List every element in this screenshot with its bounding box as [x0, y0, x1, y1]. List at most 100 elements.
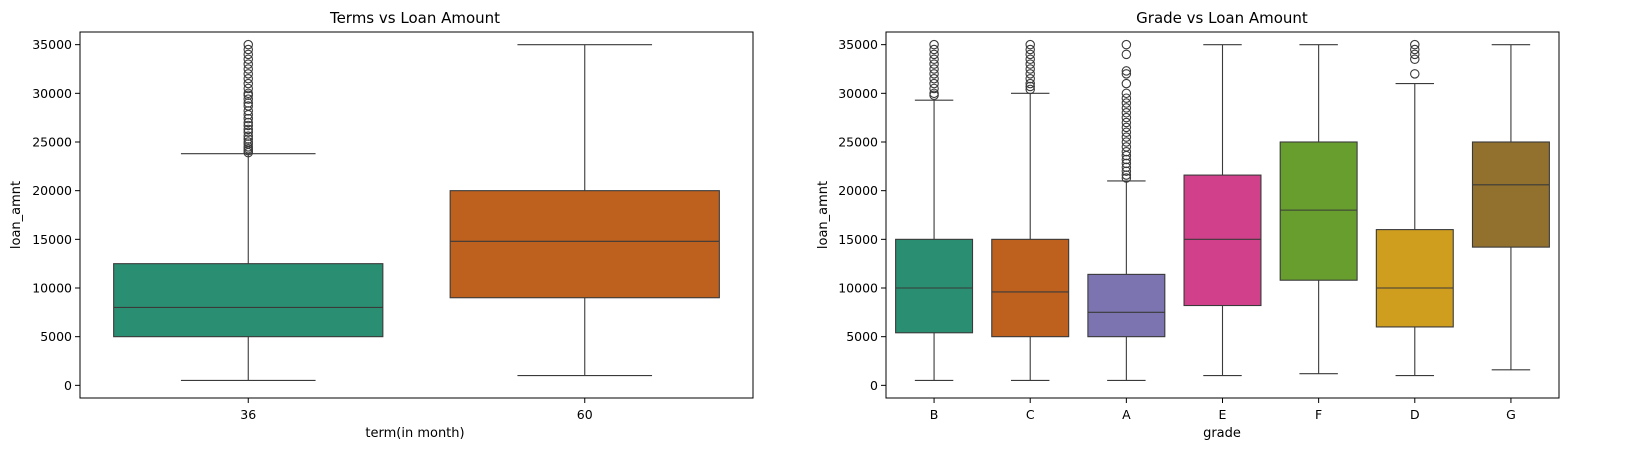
outlier-point — [243, 134, 254, 144]
outlier-point — [243, 88, 254, 99]
outlier-point — [929, 59, 939, 69]
outlier-point — [1025, 39, 1035, 50]
outlier-point — [929, 78, 939, 89]
outlier-point — [1410, 54, 1420, 65]
outlier-point — [1121, 78, 1132, 89]
outlier-point — [243, 137, 254, 147]
iqr-box — [1183, 174, 1262, 307]
box-60 — [449, 44, 720, 377]
outlier-point — [1025, 73, 1035, 84]
outlier-point — [243, 113, 254, 124]
outlier-point — [1121, 154, 1132, 165]
outlier-point — [1121, 132, 1132, 142]
box-f — [1279, 44, 1358, 375]
x-axis: 36 60 — [240, 398, 593, 422]
outlier-point — [1410, 49, 1420, 60]
iqr-box — [991, 238, 1070, 338]
plot-marks — [113, 39, 720, 382]
outlier-point — [1410, 69, 1420, 79]
iqr-box — [895, 238, 974, 334]
y-tick-label: 35000 — [838, 37, 878, 52]
outlier-point — [1025, 44, 1035, 55]
outlier-point — [929, 54, 939, 65]
outlier-point — [1121, 173, 1132, 183]
outlier-point — [929, 69, 939, 79]
outlier-point — [243, 78, 254, 89]
outlier-point — [243, 124, 254, 135]
outlier-point — [243, 117, 254, 128]
x-axis-label: grade — [1203, 426, 1241, 441]
outlier-point — [243, 120, 254, 131]
outlier-point — [243, 73, 254, 84]
outlier-point — [1121, 108, 1132, 118]
iqr-box — [1279, 141, 1358, 281]
outlier-point — [243, 127, 254, 138]
outlier-point — [1121, 162, 1132, 173]
iqr-box — [113, 263, 384, 338]
y-tick-label: 15000 — [838, 232, 878, 247]
plot-frame — [79, 31, 754, 399]
outlier-point — [1121, 98, 1132, 108]
y-tick-label: 10000 — [838, 281, 878, 296]
outlier-point — [243, 101, 254, 111]
outlier-point — [243, 54, 254, 65]
x-tick-label-d: D — [1410, 407, 1420, 422]
outlier-point — [243, 39, 254, 50]
plot-title: Terms vs Loan Amount — [329, 9, 500, 27]
outlier-point — [243, 98, 254, 108]
outlier-point — [1121, 93, 1132, 103]
y-tick-label: 10000 — [32, 281, 72, 296]
outlier-point — [929, 39, 939, 50]
outlier-point — [243, 94, 254, 104]
outlier-point — [1025, 78, 1035, 89]
box-e — [1183, 44, 1262, 377]
outlier-point — [1025, 64, 1035, 74]
box-g — [1471, 44, 1550, 371]
iqr-box — [1471, 141, 1550, 248]
outlier-point — [1025, 54, 1035, 65]
x-tick-label-c: C — [1026, 407, 1035, 422]
outlier-point — [1121, 117, 1132, 128]
outlier-point — [929, 64, 939, 74]
x-tick-label-g: G — [1506, 407, 1516, 422]
box-c — [991, 39, 1070, 382]
x-tick-label-36: 36 — [240, 407, 256, 422]
outlier-point — [1121, 103, 1132, 113]
y-tick-label: 30000 — [32, 86, 72, 101]
y-tick-label: 0 — [64, 378, 72, 393]
outlier-point — [929, 44, 939, 55]
y-tick-label: 5000 — [40, 329, 72, 344]
outlier-point — [929, 83, 939, 94]
outlier-point — [1121, 127, 1132, 138]
x-tick-label-f: F — [1315, 407, 1322, 422]
y-tick-label: 15000 — [32, 232, 72, 247]
x-tick-label-a: A — [1122, 407, 1131, 422]
outlier-point — [1121, 146, 1132, 157]
y-tick-label: 20000 — [32, 183, 72, 198]
outlier-point — [243, 131, 254, 141]
box-b — [895, 39, 974, 382]
outlier-point — [243, 64, 254, 74]
outlier-point — [929, 88, 939, 99]
grade-vs-loan-amount-plot: Grade vs Loan Amount 0 5000 10000 15000 2000… — [816, 9, 1560, 441]
outlier-point — [929, 49, 939, 60]
plot-title: Grade vs Loan Amount — [1136, 9, 1308, 27]
y-tick-label: 20000 — [838, 183, 878, 198]
outlier-point — [243, 106, 254, 116]
y-tick-label: 35000 — [32, 37, 72, 52]
y-tick-label: 5000 — [846, 329, 878, 344]
outlier-point — [1025, 84, 1035, 95]
outlier-point — [1410, 39, 1420, 50]
outlier-point — [1025, 49, 1035, 60]
outlier-point — [243, 59, 254, 69]
box-36 — [113, 39, 384, 382]
y-axis: 0 5000 10000 15000 20000 25000 30000 35000 — [32, 37, 80, 393]
outlier-point — [1121, 122, 1132, 133]
y-tick-label: 30000 — [838, 86, 878, 101]
outlier-point — [243, 49, 254, 60]
x-tick-label-b: B — [930, 407, 939, 422]
outlier-point — [1121, 166, 1132, 176]
iqr-box — [1375, 229, 1454, 328]
